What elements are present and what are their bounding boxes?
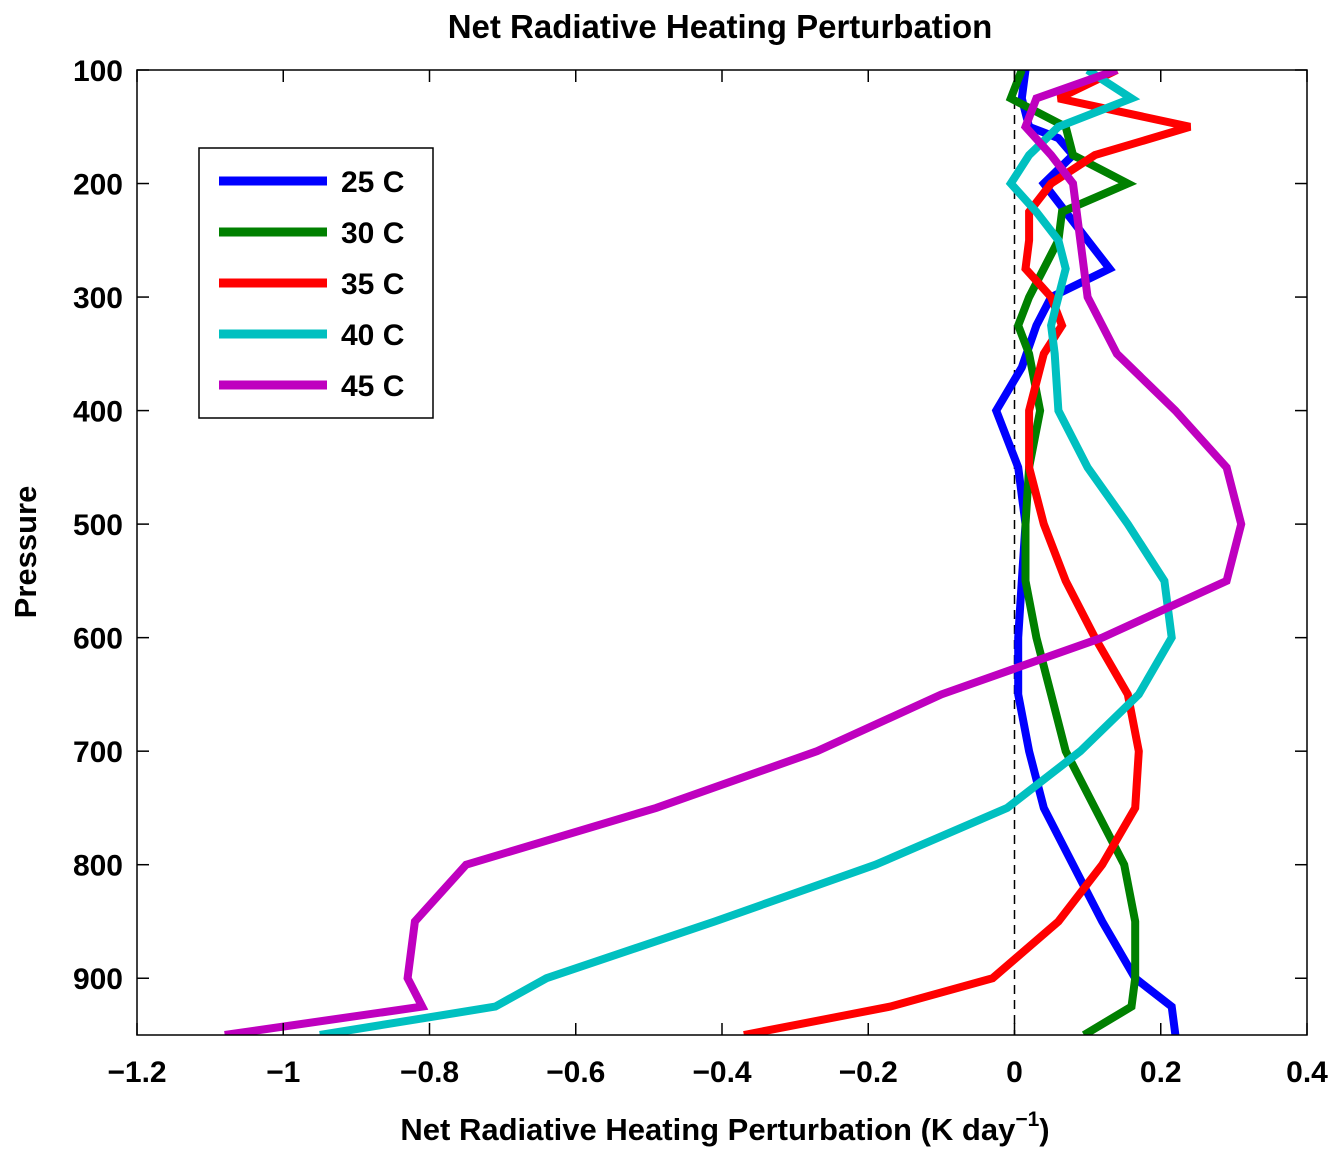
axes: −1.2 −1 −0.8 −0.6 −0.4 −0.2 0 0.2 0.4 100 200 300 40… (73, 55, 1328, 1089)
y-axis-label: Pressure (8, 486, 43, 619)
legend-label: 30 C (341, 217, 404, 250)
x-tick-label: 0 (1006, 1056, 1023, 1089)
y-tick-label: 300 (73, 282, 123, 315)
series-line-2 (1005, 70, 1140, 1035)
x-tick-label: 0.4 (1286, 1056, 1328, 1089)
y-tick-label: 900 (73, 963, 123, 996)
y-tick-label: 800 (73, 850, 123, 883)
legend-label: 40 C (341, 319, 404, 352)
x-tick-label: 0.2 (1140, 1056, 1182, 1089)
x-tick-label: −0.4 (692, 1056, 752, 1089)
y-tick-label: 700 (73, 736, 123, 769)
x-axis-label-exponent: −1 (1015, 1108, 1039, 1131)
y-tick-label: 600 (73, 623, 123, 656)
legend-label: 35 C (341, 268, 404, 301)
legend-label: 45 C (341, 370, 404, 403)
y-tick-label: 200 (73, 169, 123, 202)
x-tick-label: −0.8 (400, 1056, 459, 1089)
series-line-4 (319, 70, 1176, 1035)
x-axis-label-text: Net Radiative Heating Perturbation (K da… (400, 1112, 1016, 1147)
plot-area (224, 70, 1246, 1035)
x-axis-label-close: ) (1039, 1112, 1049, 1147)
legend-label: 25 C (341, 166, 404, 199)
x-tick-label: −0.6 (546, 1056, 605, 1089)
chart-title: Net Radiative Heating Perturbation (448, 8, 993, 45)
x-axis-label: Net Radiative Heating Perturbation (K da… (400, 1108, 1049, 1147)
series-line-5 (224, 70, 1246, 1035)
y-tick-label: 100 (73, 55, 123, 88)
x-tick-label: −1 (266, 1056, 300, 1089)
y-tick-label: 400 (73, 396, 123, 429)
legend: 25 C 30 C 35 C 40 C 45 C (198, 147, 434, 419)
x-tick-label: −1.2 (107, 1056, 166, 1089)
series-line-3 (743, 70, 1192, 1035)
y-tick-label: 500 (73, 509, 123, 542)
x-tick-label: −0.2 (839, 1056, 898, 1089)
